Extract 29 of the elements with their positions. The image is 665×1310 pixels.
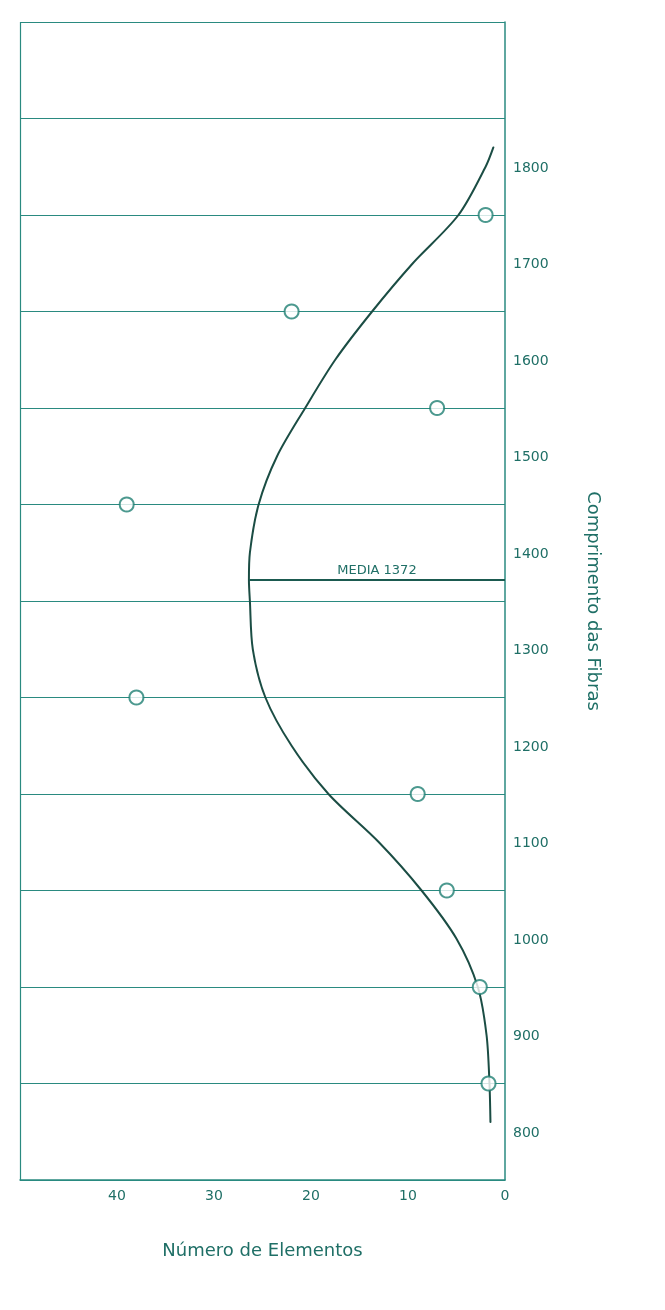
point bbox=[118, 496, 135, 513]
x-tick-label: 20 bbox=[302, 1187, 320, 1203]
y-tick-label: 1200 bbox=[513, 737, 549, 754]
x-tick-label: 30 bbox=[205, 1187, 223, 1203]
y-tick-label: 1500 bbox=[513, 448, 549, 465]
x-tick-label: 40 bbox=[108, 1187, 126, 1203]
point bbox=[283, 303, 300, 320]
ref-line-label: MEDIA 1372 bbox=[337, 561, 417, 577]
point bbox=[471, 979, 488, 995]
y-tick-label: 1600 bbox=[513, 351, 549, 368]
x-tick-label: 0 bbox=[500, 1187, 510, 1203]
point bbox=[128, 689, 145, 706]
line-series bbox=[247, 146, 495, 1124]
y-tick-label: 1400 bbox=[513, 544, 549, 561]
x-axis-title: Número de Elementos bbox=[162, 1238, 363, 1260]
y-tick-label: 1300 bbox=[513, 641, 549, 658]
y-tick-label: 900 bbox=[513, 1027, 540, 1044]
y-tick-label: 800 bbox=[513, 1123, 540, 1140]
y-tick-label: 1000 bbox=[513, 930, 549, 947]
point bbox=[477, 207, 494, 223]
y-tick-label: 1100 bbox=[513, 834, 549, 851]
point bbox=[480, 1075, 497, 1092]
point bbox=[429, 400, 446, 416]
point bbox=[438, 882, 455, 899]
y-tick-label: 1700 bbox=[513, 255, 549, 272]
y-tick-label: 1800 bbox=[513, 158, 549, 175]
y-axis-title: Comprimento das Fibras bbox=[583, 491, 605, 711]
x-tick-label: 10 bbox=[399, 1187, 417, 1203]
point bbox=[409, 786, 426, 802]
